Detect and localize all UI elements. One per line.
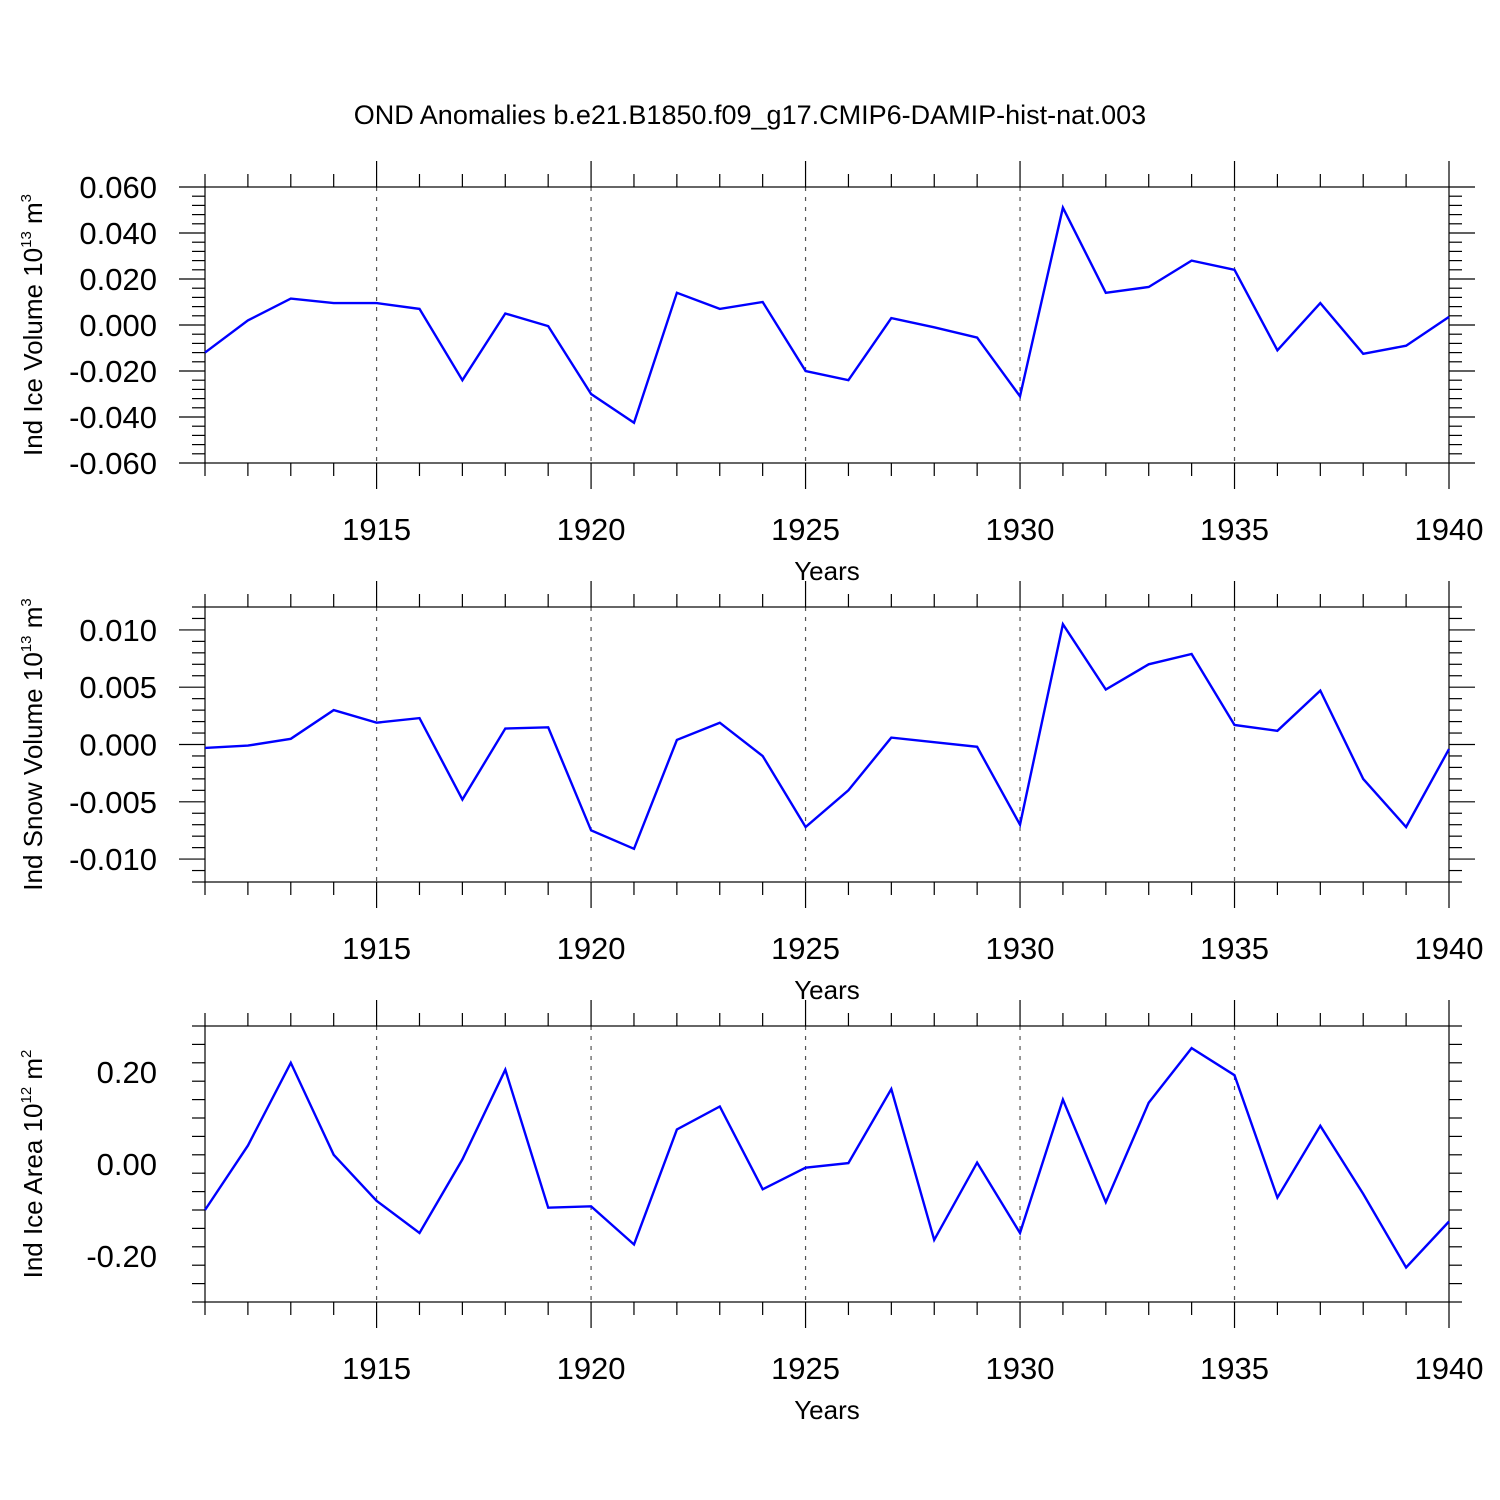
- x-tick-label: 1925: [771, 931, 840, 966]
- panel-3: -0.20 0.00 0.20 1915 1920 1925 1930 1935 1940 Yea…: [18, 1000, 1483, 1425]
- series-line: [204, 621, 1451, 851]
- y-axis-label-text: Ind Ice Volume 10: [18, 248, 48, 456]
- x-tick-label: 1925: [771, 1351, 840, 1386]
- x-tick-label: 1940: [1415, 1351, 1484, 1386]
- y-tick-label: 0.20: [97, 1055, 157, 1090]
- y-axis-label-unit: m: [18, 1058, 48, 1087]
- chart-title: OND Anomalies b.e21.B1850.f09_g17.CMIP6-…: [354, 100, 1146, 130]
- x-axis-label: Years: [794, 556, 860, 586]
- y-axis-label-exponent: 13: [18, 636, 35, 653]
- y-tick-label: -0.010: [69, 842, 157, 877]
- y-tick-label: 0.010: [79, 613, 157, 648]
- y-tick-label: -0.005: [69, 785, 157, 820]
- panel-2: -0.010 -0.005 0.000 0.005 0.010 1915 1920 1925 1…: [18, 581, 1483, 1005]
- x-tick-label: 1940: [1415, 512, 1484, 547]
- plot-frame: [204, 1025, 1450, 1303]
- y-axis-label: Ind Ice Volume 1013 m3: [18, 194, 48, 456]
- x-axis-label: Years: [794, 975, 860, 1005]
- y-axis-label-unit: m: [18, 202, 48, 231]
- y-tick-label: -0.060: [69, 446, 157, 481]
- series-line: [204, 204, 1450, 425]
- y-axis-label-text: Ind Snow Volume 10: [18, 652, 48, 891]
- y-axis-label: Ind Ice Area 1012 m2: [18, 1050, 48, 1279]
- x-axis-label: Years: [794, 1395, 860, 1425]
- plot-frame: [204, 606, 1450, 883]
- y-axis-label-exponent: 13: [18, 231, 35, 248]
- y-axis-label-unit-exponent: 3: [18, 598, 35, 606]
- y-tick-label: 0.020: [79, 262, 157, 297]
- panel-1: -0.060 -0.040 -0.020 0.000 0.020 0.040 0.060 19…: [18, 161, 1483, 586]
- y-tick-label: -0.20: [86, 1239, 157, 1274]
- x-tick-label: 1915: [342, 512, 411, 547]
- y-axis-label-unit-exponent: 3: [18, 194, 35, 202]
- y-axis-label-unit: m: [18, 607, 48, 636]
- x-tick-label: 1920: [557, 1351, 626, 1386]
- plot-frame: [204, 186, 1450, 464]
- y-tick-label: 0.000: [79, 728, 157, 763]
- y-tick-label: -0.040: [69, 400, 157, 435]
- x-tick-label: 1940: [1415, 931, 1484, 966]
- series-line: [204, 1046, 1450, 1270]
- y-axis-label: Ind Snow Volume 1013 m3: [18, 598, 48, 890]
- y-tick-label: 0.005: [79, 670, 157, 705]
- y-axis-label-unit-exponent: 2: [18, 1050, 35, 1058]
- y-tick-label: 0.040: [79, 216, 157, 251]
- y-axis-label-text: Ind Ice Area 10: [18, 1104, 48, 1279]
- y-tick-label: 0.000: [79, 308, 157, 343]
- x-tick-label: 1930: [986, 1351, 1055, 1386]
- x-tick-label: 1925: [771, 512, 840, 547]
- x-tick-label: 1935: [1200, 931, 1269, 966]
- x-tick-label: 1920: [557, 512, 626, 547]
- x-tick-label: 1930: [986, 512, 1055, 547]
- y-tick-label: 0.060: [79, 170, 157, 205]
- x-tick-label: 1915: [342, 1351, 411, 1386]
- y-tick-label: 0.00: [97, 1147, 157, 1182]
- x-tick-label: 1915: [342, 931, 411, 966]
- chart-panels: -0.060 -0.040 -0.020 0.000 0.020 0.040 0.060 19…: [18, 161, 1483, 1425]
- x-tick-label: 1935: [1200, 1351, 1269, 1386]
- y-axis-label-exponent: 12: [18, 1087, 35, 1104]
- y-tick-label: -0.020: [69, 354, 157, 389]
- x-tick-label: 1935: [1200, 512, 1269, 547]
- x-tick-label: 1930: [986, 931, 1055, 966]
- x-tick-label: 1920: [557, 931, 626, 966]
